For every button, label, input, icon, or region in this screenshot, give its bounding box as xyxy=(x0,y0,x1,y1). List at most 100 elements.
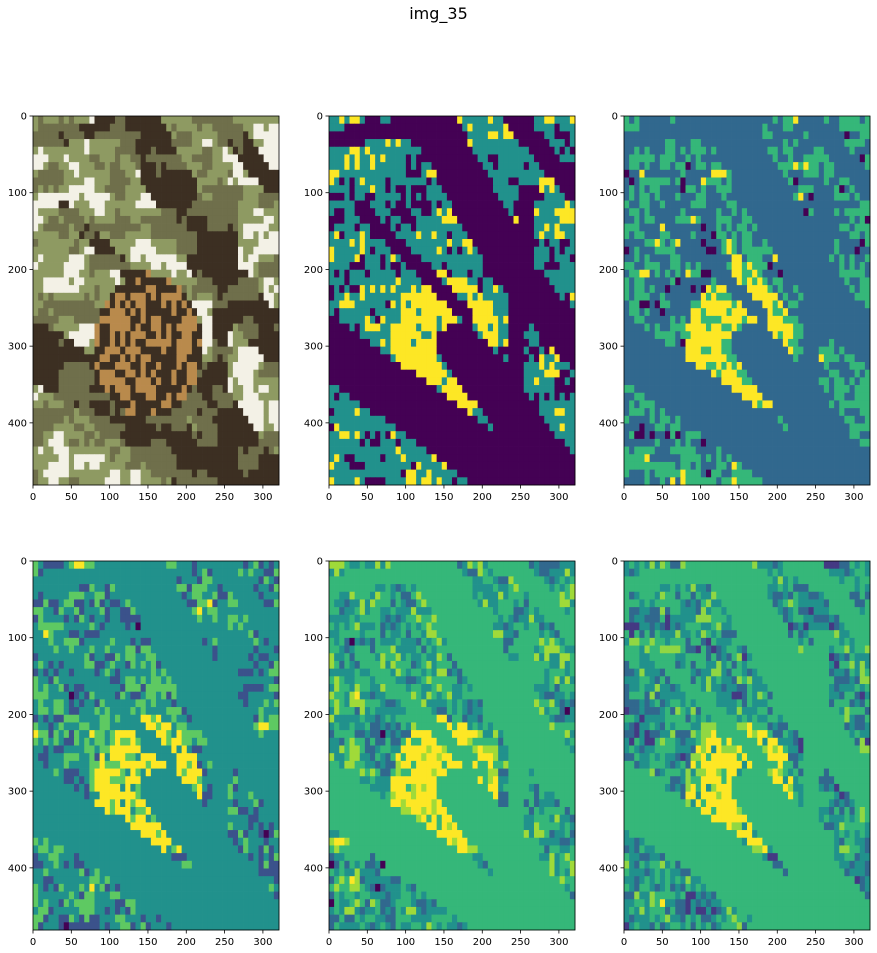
x-tick-label: 0 xyxy=(326,492,332,503)
image-cell xyxy=(354,300,361,309)
image-cell xyxy=(472,262,478,271)
image-cell xyxy=(380,231,386,240)
image-cell xyxy=(94,231,100,240)
image-cell xyxy=(145,277,152,286)
image-cell xyxy=(493,262,499,271)
image-cell xyxy=(569,277,576,286)
image-cell xyxy=(421,385,427,394)
image-cell xyxy=(186,415,193,424)
image-cell xyxy=(349,431,355,440)
image-cell xyxy=(212,269,218,278)
image-cell xyxy=(176,215,182,224)
image-cell xyxy=(726,131,732,140)
image-cell xyxy=(104,146,111,155)
image-cell xyxy=(665,116,671,125)
image-cell xyxy=(33,192,39,201)
image-cell xyxy=(859,139,866,148)
image-cell xyxy=(659,116,666,125)
image-cell xyxy=(145,392,152,401)
image-cell xyxy=(539,438,545,447)
image-cell xyxy=(99,400,106,409)
image-cell xyxy=(58,246,65,255)
image-cell xyxy=(503,377,509,386)
image-cell xyxy=(411,385,417,394)
image-cell xyxy=(508,169,514,178)
image-cell xyxy=(462,300,468,309)
image-cell xyxy=(58,446,65,455)
image-cell xyxy=(446,208,453,217)
image-cell xyxy=(68,139,75,148)
image-cell xyxy=(569,423,576,432)
image-cell xyxy=(421,215,427,224)
image-cell xyxy=(554,346,560,355)
image-cell xyxy=(670,154,676,163)
image-cell xyxy=(549,346,555,355)
image-cell xyxy=(243,162,249,171)
image-cell xyxy=(375,369,381,378)
image-cell xyxy=(700,146,707,155)
image-cell xyxy=(854,131,861,140)
image-cell xyxy=(207,369,213,378)
image-cell xyxy=(539,315,545,324)
image-cell xyxy=(238,308,244,317)
image-cell xyxy=(344,154,350,163)
image-cell xyxy=(63,254,70,263)
image-cell xyxy=(263,239,270,248)
image-cell xyxy=(217,461,223,470)
image-cell xyxy=(329,292,335,301)
image-cell xyxy=(370,292,376,301)
image-cell xyxy=(467,185,473,194)
image-cell xyxy=(487,269,494,278)
image-cell xyxy=(544,323,550,332)
image-cell xyxy=(767,123,773,132)
image-cell xyxy=(120,116,126,125)
image-cell xyxy=(63,246,70,255)
image-cell xyxy=(74,154,80,163)
image-cell xyxy=(569,308,576,317)
image-cell xyxy=(273,277,280,286)
image-cell xyxy=(416,269,422,278)
image-cell xyxy=(554,162,560,171)
image-cell xyxy=(33,477,39,486)
image-cell xyxy=(528,354,535,363)
image-cell xyxy=(232,315,239,324)
image-cell xyxy=(238,223,244,232)
image-cell xyxy=(498,269,504,278)
image-cell xyxy=(161,269,167,278)
image-cell xyxy=(446,308,453,317)
image-cell xyxy=(421,300,427,309)
image-cell xyxy=(467,254,473,263)
image-cell xyxy=(498,192,504,201)
image-cell xyxy=(43,200,49,209)
image-cell xyxy=(222,446,229,455)
image-cell xyxy=(544,185,550,194)
image-cell xyxy=(534,185,540,194)
image-cell xyxy=(48,431,54,440)
image-cell xyxy=(145,300,152,309)
image-cell xyxy=(472,131,478,140)
image-cell xyxy=(125,369,131,378)
image-cell xyxy=(503,269,509,278)
image-cell xyxy=(140,285,147,294)
image-cell xyxy=(68,354,75,363)
image-cell xyxy=(161,292,167,301)
image-cell xyxy=(534,208,540,217)
image-cell xyxy=(788,146,794,155)
image-cell xyxy=(161,477,167,486)
image-cell xyxy=(186,438,193,447)
image-cell xyxy=(354,208,361,217)
image-cell xyxy=(191,254,198,263)
image-cell xyxy=(726,123,732,132)
image-cell xyxy=(385,392,391,401)
image-cell xyxy=(559,469,566,478)
image-cell xyxy=(263,146,270,155)
image-cell xyxy=(400,308,407,317)
image-cell xyxy=(339,415,345,424)
image-cell xyxy=(212,246,218,255)
image-cell xyxy=(498,215,504,224)
image-cell xyxy=(564,392,571,401)
image-cell xyxy=(508,446,514,455)
image-cell xyxy=(176,477,182,486)
image-cell xyxy=(79,231,85,240)
image-cell xyxy=(564,262,571,271)
